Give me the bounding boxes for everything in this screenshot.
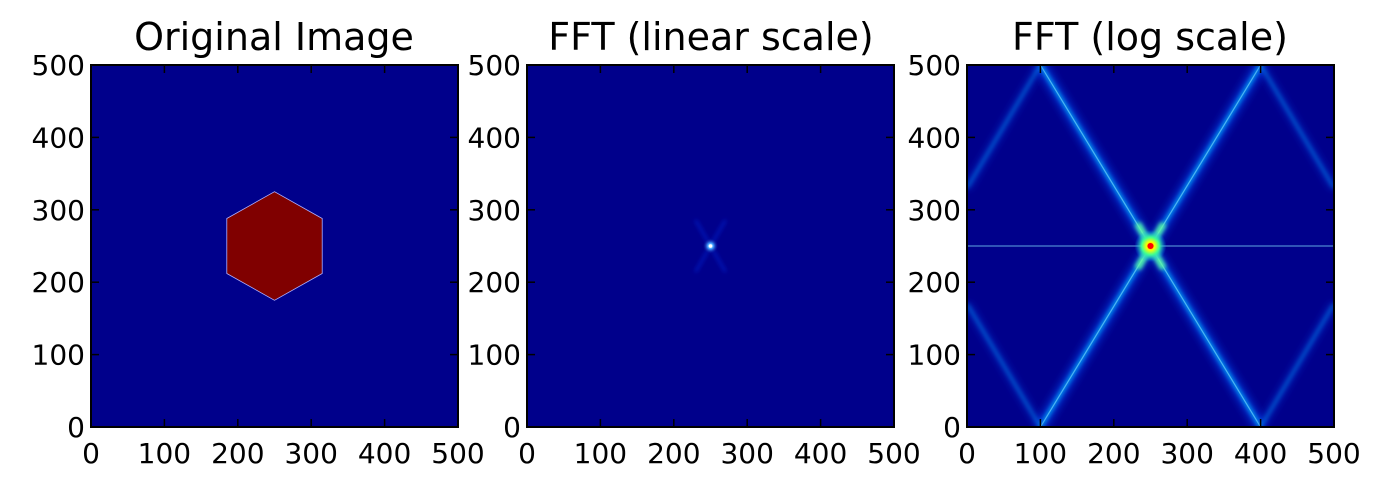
- x-tick-label: 500: [1307, 437, 1360, 470]
- y-tick-label: 400: [908, 121, 961, 154]
- y-tick-label: 0: [67, 411, 85, 444]
- y-tick-label: 400: [468, 121, 521, 154]
- axes-frame: [526, 64, 895, 428]
- x-tick-label: 400: [1234, 437, 1287, 470]
- x-tick-label: 300: [720, 437, 773, 470]
- y-tick-label: 0: [503, 411, 521, 444]
- x-tick-label: 500: [431, 437, 484, 470]
- y-tick-label: 500: [908, 49, 961, 82]
- panel-title: FFT (linear scale): [548, 15, 873, 59]
- x-tick-label: 400: [794, 437, 847, 470]
- panel-title: FFT (log scale): [1012, 15, 1288, 59]
- x-tick-label: 100: [138, 437, 191, 470]
- hexagon-shape: [226, 191, 323, 301]
- spectrum-peak: [1147, 243, 1154, 249]
- x-tick-label: 300: [284, 437, 337, 470]
- x-tick-label: 200: [647, 437, 700, 470]
- axes-frame: [90, 64, 459, 428]
- panel-title: Original Image: [134, 15, 414, 59]
- spectrum-streak: [1257, 65, 1334, 190]
- y-tick-label: 400: [32, 121, 85, 154]
- y-tick-label: 200: [908, 266, 961, 299]
- y-tick-label: 200: [468, 266, 521, 299]
- panel-original-image: Original Image 0 100 200 300 400 500 0 100 200 30…: [32, 15, 485, 470]
- y-tick-label: 300: [32, 194, 85, 227]
- spectrum-streak: [1257, 302, 1334, 427]
- x-tick-label: 200: [211, 437, 264, 470]
- x-tick-label: 100: [574, 437, 627, 470]
- x-tick-label: 0: [518, 437, 536, 470]
- y-tick-label: 100: [32, 339, 85, 372]
- spectrum-peak: [708, 244, 713, 248]
- panel-fft-linear: FFT (linear scale) 0 100 200 300 400 500 0 100 2…: [468, 15, 921, 470]
- panel-fft-log: FFT (log scale) 0 100 200 300 400 500 0 100 200 3…: [908, 15, 1361, 470]
- y-tick-label: 0: [943, 411, 961, 444]
- y-tick-label: 500: [32, 49, 85, 82]
- y-tick-label: 500: [468, 49, 521, 82]
- x-tick-label: 200: [1087, 437, 1140, 470]
- axes-frame: [966, 64, 1335, 428]
- x-tick-label: 100: [1014, 437, 1067, 470]
- y-tick-label: 300: [468, 194, 521, 227]
- spectrum-streak: [967, 65, 1044, 190]
- y-tick-label: 100: [468, 339, 521, 372]
- x-tick-label: 500: [867, 437, 920, 470]
- y-tick-label: 100: [908, 339, 961, 372]
- x-tick-label: 0: [82, 437, 100, 470]
- spectrum-streak: [967, 302, 1044, 427]
- x-tick-label: 0: [958, 437, 976, 470]
- y-tick-label: 200: [32, 266, 85, 299]
- y-tick-label: 300: [908, 194, 961, 227]
- x-tick-label: 400: [358, 437, 411, 470]
- x-tick-label: 300: [1160, 437, 1213, 470]
